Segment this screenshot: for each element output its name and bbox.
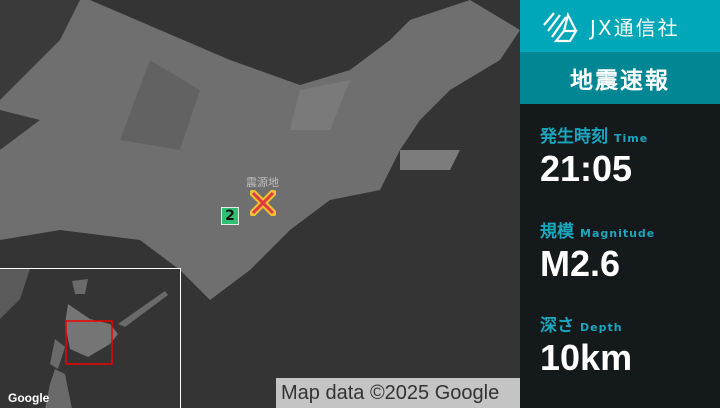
info-panel: JX通信社 地震速報 発生時刻 Time 21:05 規模 Magnitude M2… xyxy=(520,0,720,408)
time-label-en: Time xyxy=(614,132,649,145)
magnitude-section: 規模 Magnitude M2.6 xyxy=(540,217,655,284)
depth-label: 深さ xyxy=(540,316,574,336)
map-land xyxy=(0,0,520,300)
map[interactable]: 震源地 2 Google Map data ©2025 Google xyxy=(0,0,520,408)
inset-region-box xyxy=(65,320,113,365)
time-label: 発生時刻 xyxy=(540,127,608,147)
map-attribution[interactable]: Map data ©2025 Google xyxy=(276,378,520,408)
magnitude-value: M2.6 xyxy=(540,243,621,284)
epicenter-label: 震源地 xyxy=(246,176,279,189)
jx-logo-icon xyxy=(543,11,578,43)
magnitude-label: 規模 xyxy=(540,222,574,242)
magnitude-label-en: Magnitude xyxy=(580,227,656,240)
depth-value: 10km xyxy=(540,337,633,378)
brand-header: JX通信社 xyxy=(520,0,720,52)
panel-title: 地震速報 xyxy=(520,52,720,104)
time-value: 21:05 xyxy=(540,148,633,189)
inset-map: Google xyxy=(0,268,181,408)
inset-land xyxy=(0,269,168,408)
intensity-marker[interactable]: 2 xyxy=(221,207,239,225)
epicenter-x-icon xyxy=(250,190,276,216)
google-logo: Google xyxy=(8,391,50,405)
time-section: 発生時刻 Time 21:05 xyxy=(540,122,648,189)
depth-section: 深さ Depth 10km xyxy=(540,311,632,378)
brand-name: JX通信社 xyxy=(590,15,680,40)
depth-label-en: Depth xyxy=(580,321,623,334)
